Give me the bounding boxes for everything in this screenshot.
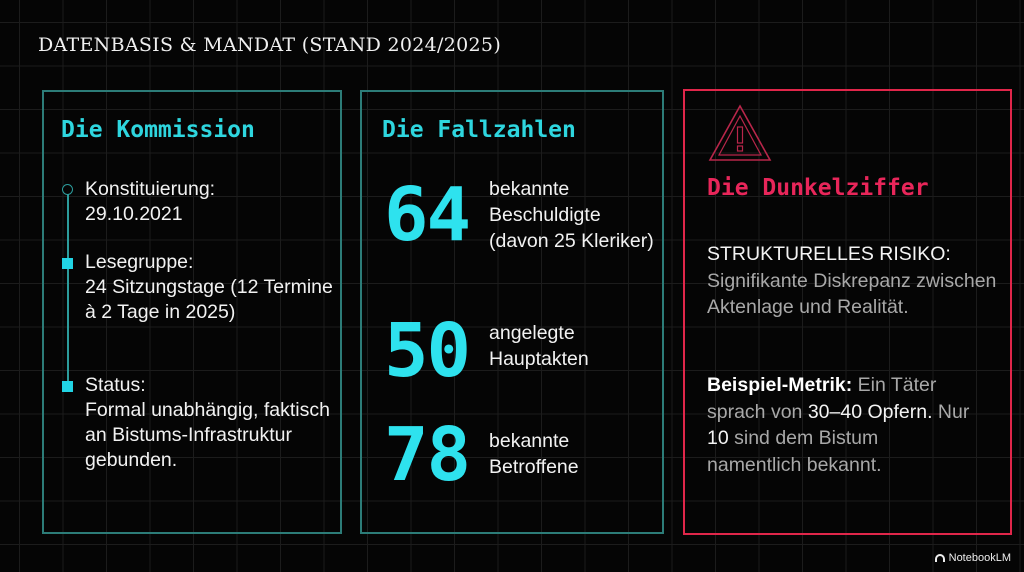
- stat-value: 64: [384, 172, 471, 258]
- item-text: 29.10.2021: [85, 203, 183, 225]
- notebooklm-watermark: NotebookLM: [934, 552, 1011, 564]
- metric-text: Ein Täter sprach von: [707, 374, 937, 423]
- warning-triangle-icon: [708, 104, 772, 161]
- timeline-square-icon: [62, 258, 73, 269]
- kommission-card: Die Kommission Konstituierung: 29.10.2021…: [42, 90, 342, 534]
- dunkelziffer-card: Die Dunkelziffer STRUKTURELLES RISIKO: S…: [683, 89, 1012, 535]
- kommission-heading: Die Kommission: [61, 117, 255, 143]
- timeline-line: [67, 190, 69, 390]
- metric-text: sind dem Bistum namentlich bekannt.: [707, 427, 882, 476]
- risk-label: STRUKTURELLES RISIKO:: [707, 243, 951, 265]
- timeline-item: Konstituierung: 29.10.2021: [85, 177, 335, 227]
- stat-label: angelegte Hauptakten: [489, 322, 589, 370]
- timeline-item: Lesegruppe: 24 Sitzungstage (12 Termine à…: [85, 250, 335, 325]
- stat-value: 50: [384, 308, 471, 394]
- timeline-circle-icon: [62, 184, 73, 195]
- item-label: Konstituierung:: [85, 178, 216, 200]
- timeline-item: Status: Formal unabhängig, faktisch an Bi…: [85, 373, 335, 473]
- metric-label: Beispiel-Metrik:: [707, 374, 853, 396]
- metric-paragraph: Beispiel-Metrik: Ein Täter sprach von 30…: [707, 372, 977, 478]
- fallzahlen-heading: Die Fallzahlen: [382, 117, 576, 143]
- dunkelziffer-heading: Die Dunkelziffer: [707, 175, 929, 201]
- slide-title: DATENBASIS & MANDAT (STAND 2024/2025): [38, 34, 502, 56]
- timeline-square-icon: [62, 381, 73, 392]
- stat-value: 78: [384, 412, 471, 498]
- fallzahlen-card: Die Fallzahlen 64 bekannte Beschuldigte …: [360, 90, 664, 534]
- risk-paragraph: STRUKTURELLES RISIKO: Signifikante Diskr…: [707, 241, 1007, 321]
- item-label: Lesegruppe:: [85, 251, 194, 273]
- risk-text: Signifikante Diskrepanz zwischen Aktenla…: [707, 269, 997, 319]
- stat-label: bekannte Beschuldigte (davon 25 Kleriker…: [489, 178, 654, 252]
- item-text: Formal unabhängig, faktisch an Bistums-I…: [85, 399, 330, 471]
- item-label: Status:: [85, 374, 146, 396]
- metric-highlight: 10: [707, 427, 729, 449]
- metric-text: Nur: [937, 400, 970, 423]
- stat-label: bekannte Betroffene: [489, 430, 579, 478]
- item-text: 24 Sitzungstage (12 Termine à 2 Tage in …: [85, 276, 333, 323]
- brand-text: NotebookLM: [948, 552, 1011, 564]
- notebooklm-logo-icon: [934, 554, 945, 562]
- metric-highlight: 30–40 Opfern.: [807, 400, 933, 423]
